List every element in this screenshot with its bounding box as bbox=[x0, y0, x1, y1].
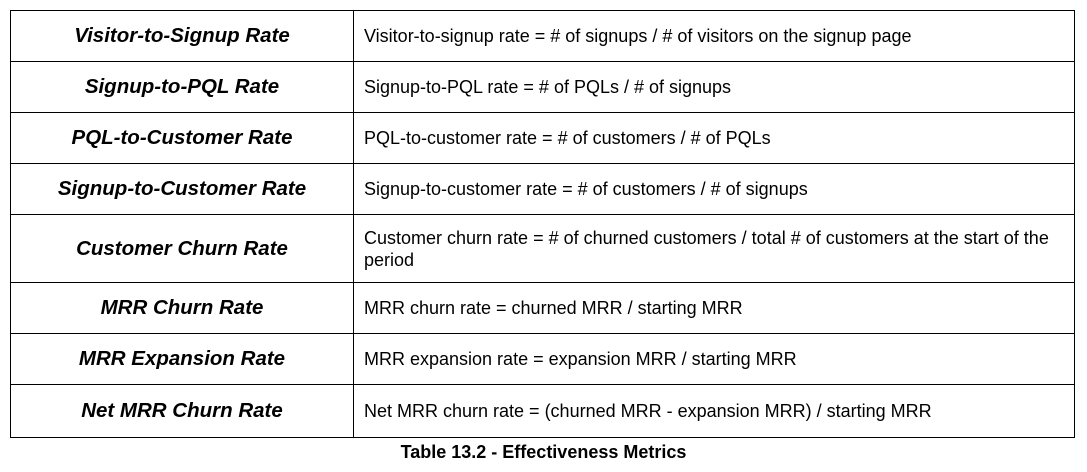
metric-definition-cell: MRR churn rate = churned MRR / starting … bbox=[353, 282, 1075, 334]
metric-name-cell: MRR Churn Rate bbox=[10, 282, 354, 334]
metric-definition-cell: Signup-to-customer rate = # of customers… bbox=[353, 163, 1075, 215]
metric-name-cell: Signup-to-PQL Rate bbox=[10, 61, 354, 113]
metric-name-cell: Customer Churn Rate bbox=[10, 214, 354, 283]
table-row: MRR Churn Rate MRR churn rate = churned … bbox=[10, 282, 1075, 334]
metric-name-cell: Net MRR Churn Rate bbox=[10, 384, 354, 438]
effectiveness-metrics-table: Visitor-to-Signup Rate Visitor-to-signup… bbox=[10, 10, 1075, 438]
metric-definition-cell: Customer churn rate = # of churned custo… bbox=[353, 214, 1075, 283]
metric-definition-cell: Net MRR churn rate = (churned MRR - expa… bbox=[353, 384, 1075, 438]
metric-definition-cell: PQL-to-customer rate = # of customers / … bbox=[353, 112, 1075, 164]
table-row: PQL-to-Customer Rate PQL-to-customer rat… bbox=[10, 112, 1075, 164]
table-caption: Table 13.2 - Effectiveness Metrics bbox=[400, 442, 687, 462]
metric-name-cell: MRR Expansion Rate bbox=[10, 333, 354, 385]
metric-definition-cell: MRR expansion rate = expansion MRR / sta… bbox=[353, 333, 1075, 385]
table-row: MRR Expansion Rate MRR expansion rate = … bbox=[10, 333, 1075, 385]
metric-name-cell: Visitor-to-Signup Rate bbox=[10, 10, 354, 62]
table-row: Customer Churn Rate Customer churn rate … bbox=[10, 214, 1075, 283]
metric-name-cell: PQL-to-Customer Rate bbox=[10, 112, 354, 164]
table-row: Net MRR Churn Rate Net MRR churn rate = … bbox=[10, 384, 1075, 438]
table-row: Visitor-to-Signup Rate Visitor-to-signup… bbox=[10, 10, 1075, 62]
table-row: Signup-to-Customer Rate Signup-to-custom… bbox=[10, 163, 1075, 215]
table-row: Signup-to-PQL Rate Signup-to-PQL rate = … bbox=[10, 61, 1075, 113]
metric-definition-cell: Signup-to-PQL rate = # of PQLs / # of si… bbox=[353, 61, 1075, 113]
metric-definition-cell: Visitor-to-signup rate = # of signups / … bbox=[353, 10, 1075, 62]
metric-name-cell: Signup-to-Customer Rate bbox=[10, 163, 354, 215]
